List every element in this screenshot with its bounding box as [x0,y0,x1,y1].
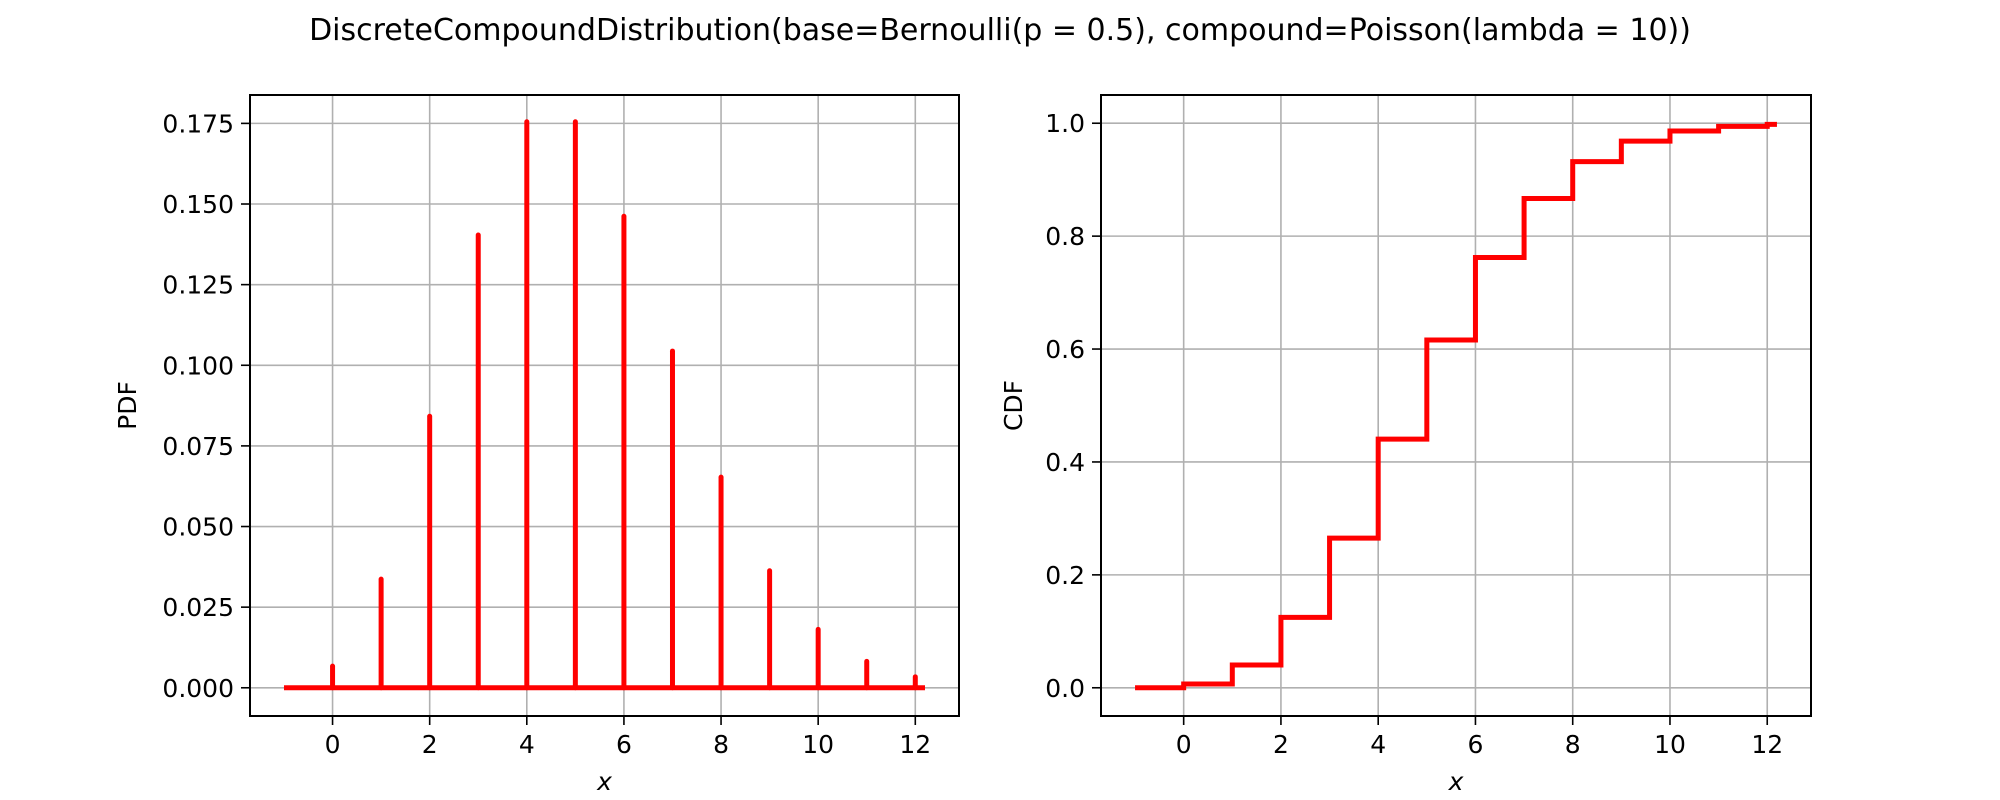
pdf-ytick-label-3: 0.075 [162,432,234,461]
cdf-grid [1101,95,1811,716]
cdf-y-axis-label: CDF [999,380,1028,431]
figure-title: DiscreteCompoundDistribution(base=Bernou… [309,13,1691,48]
cdf-ytick-label-2: 0.4 [1045,448,1085,477]
cdf-x-axis-label: x [1448,767,1464,796]
pdf-ytick-label-5: 0.125 [162,271,234,300]
pdf-axes-frame [249,94,960,717]
pdf-xtick-label-0: 0 [325,730,341,759]
cdf-xtick-label-1: 2 [1273,730,1289,759]
cdf-axes-frame [1100,94,1812,717]
pdf-ytick-label-7: 0.175 [162,109,234,138]
cdf-ytick-label-3: 0.6 [1045,335,1085,364]
pdf-xtick-label-2: 4 [519,730,535,759]
cdf-ytick-label-1: 0.2 [1045,561,1085,590]
cdf-xtick-label-2: 4 [1370,730,1386,759]
pdf-ytick-label-0: 0.000 [162,674,234,703]
cdf-step-path [1135,121,1777,691]
pdf-xtick-label-5: 10 [802,730,834,759]
pdf-ytick-label-2: 0.050 [162,513,234,542]
pdf-x-axis-label: x [596,767,612,796]
cdf-panel: 0 2 4 6 8 10 12 0.0 0.2 0.4 0.6 0.8 1.0 x CDF [999,94,1812,796]
cdf-xtick-label-5: 10 [1654,730,1686,759]
cdf-x-ticks: 0 2 4 6 8 10 12 [1176,716,1783,759]
pdf-panel: 0 2 4 6 8 10 12 0.000 0.025 0.050 0.075 0.100 0.125… [113,94,960,796]
pdf-ytick-label-6: 0.150 [162,190,234,219]
pdf-y-ticks: 0.000 0.025 0.050 0.075 0.100 0.125 0.150 0.175 [162,109,250,703]
pdf-x-ticks: 0 2 4 6 8 10 12 [325,716,931,759]
pdf-ytick-label-4: 0.100 [162,351,234,380]
cdf-xtick-label-4: 8 [1565,730,1581,759]
pdf-xtick-label-1: 2 [422,730,438,759]
pdf-stems [283,119,926,691]
cdf-ytick-label-5: 1.0 [1045,109,1085,138]
pdf-xtick-label-4: 8 [713,730,729,759]
cdf-xtick-label-0: 0 [1176,730,1192,759]
pdf-y-axis-label: PDF [113,381,142,430]
cdf-xtick-label-6: 12 [1751,730,1783,759]
cdf-y-ticks: 0.0 0.2 0.4 0.6 0.8 1.0 [1045,109,1101,703]
pdf-ytick-label-1: 0.025 [162,593,234,622]
pdf-grid [250,95,959,716]
pdf-xtick-label-6: 12 [899,730,931,759]
pdf-xtick-label-3: 6 [616,730,632,759]
cdf-ytick-label-4: 0.8 [1045,222,1085,251]
cdf-ytick-label-0: 0.0 [1045,674,1085,703]
cdf-step-line [1135,121,1777,691]
cdf-xtick-label-3: 6 [1467,730,1483,759]
